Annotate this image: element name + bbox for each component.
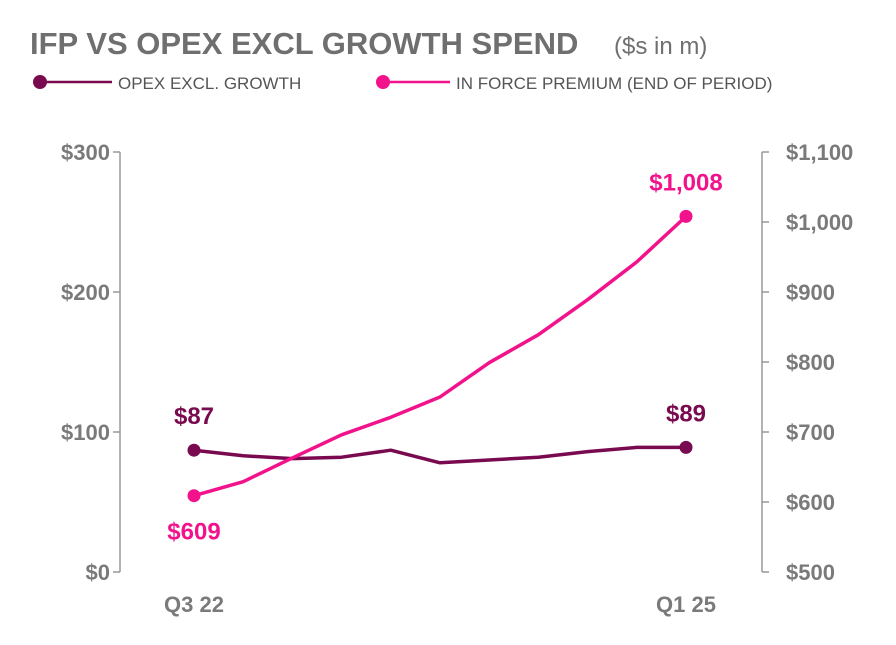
opex-series-line (193, 445, 686, 465)
legend: OPEX EXCL. GROWTH IN FORCE PREMIUM (END … (33, 74, 772, 93)
legend-marker-ifp (376, 75, 390, 89)
opex-point (187, 443, 201, 457)
ifp-point (679, 209, 693, 223)
legend-label-ifp: IN FORCE PREMIUM (END OF PERIOD) (456, 74, 772, 93)
chart-title: IFP VS OPEX EXCL GROWTH SPEND (30, 26, 578, 61)
right-tick-label: $1,100 (786, 140, 853, 165)
left-tick-label: $0 (86, 560, 110, 585)
opex-point (679, 440, 693, 454)
ifp-data-label: $609 (167, 519, 220, 546)
left-tick-label: $300 (61, 140, 110, 165)
right-tick-label: $700 (786, 420, 835, 445)
right-tick-label: $1,000 (786, 210, 853, 235)
right-tick-label: $500 (786, 560, 835, 585)
legend-marker-opex (33, 75, 47, 89)
ifp-series-line (193, 215, 688, 498)
x-tick-label: Q3 22 (164, 592, 224, 617)
right-tick-label: $800 (786, 350, 835, 375)
ifp-point (187, 489, 201, 503)
ifp-data-label: $1,008 (649, 169, 722, 196)
legend-label-opex: OPEX EXCL. GROWTH (118, 74, 301, 93)
left-tick-label: $100 (61, 420, 110, 445)
chart-subtitle: ($s in m) (614, 33, 707, 60)
opex-data-label: $89 (666, 400, 706, 427)
left-tick-label: $200 (61, 280, 110, 305)
right-tick-label: $600 (786, 490, 835, 515)
right-tick-label: $900 (786, 280, 835, 305)
opex-data-label: $87 (174, 403, 214, 430)
x-tick-label: Q1 25 (656, 592, 716, 617)
